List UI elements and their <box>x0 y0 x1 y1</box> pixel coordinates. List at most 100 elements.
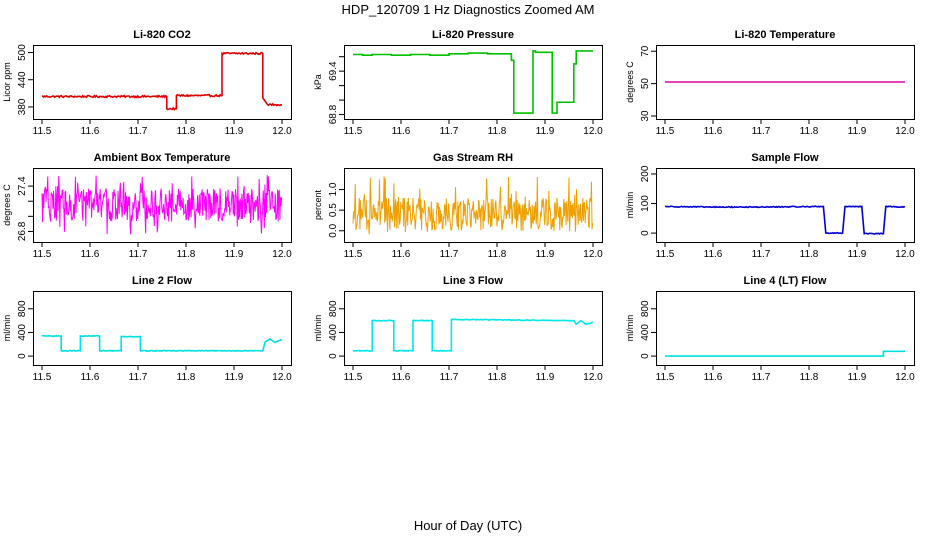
x-tick-label: 11.6 <box>392 249 411 260</box>
x-tick-label: 11.8 <box>488 372 507 383</box>
panel-title: Line 2 Flow <box>132 275 192 287</box>
panel-4: Ambient Box Temperature 11.5 11.6 11.7 11.8 1… <box>2 152 292 260</box>
x-tick-label: 11.6 <box>704 372 723 383</box>
x-tick-label: 11.7 <box>129 372 148 383</box>
y-axis-label: degrees C <box>2 184 12 226</box>
series-line <box>665 350 905 357</box>
x-tick-label: 11.8 <box>800 372 819 383</box>
x-tick-label: 12.0 <box>272 126 292 137</box>
y-tick-label: 68.8 <box>328 104 339 124</box>
y-axis-label: percent <box>313 189 323 220</box>
panel-5: Gas Stream RH 11.5 11.6 11.7 11.8 11.9 12.0 0.0… <box>313 152 603 260</box>
y-tick-label: 400 <box>640 324 651 341</box>
x-tick-label: 12.0 <box>895 126 915 137</box>
panel-title: Line 4 (LT) Flow <box>744 275 827 287</box>
x-tick-label: 11.8 <box>177 249 196 260</box>
series-line <box>353 50 593 114</box>
x-tick-label: 11.9 <box>848 249 867 260</box>
series-line <box>352 176 594 235</box>
plot-frame <box>656 45 915 120</box>
figure-title: HDP_120709 1 Hz Diagnostics Zoomed AM <box>341 2 595 17</box>
y-tick-label: 0 <box>640 353 651 359</box>
x-tick-label: 12.0 <box>583 372 603 383</box>
x-tick-label: 11.7 <box>129 126 148 137</box>
x-tick-label: 11.8 <box>800 249 819 260</box>
plot-frame <box>33 168 292 243</box>
x-tick-label: 11.8 <box>488 249 507 260</box>
x-tick-label: 11.7 <box>752 126 771 137</box>
panel-1: Li-820 CO2 11.5 11.6 11.7 11.8 11.9 12.0 380 440… <box>2 29 292 137</box>
panel-6: Sample Flow 11.5 11.6 11.7 11.8 11.9 12.0 0 100 2… <box>625 152 915 260</box>
y-tick-label: 0 <box>328 353 339 359</box>
x-tick-label: 11.7 <box>440 372 459 383</box>
x-tick-label: 11.9 <box>848 372 867 383</box>
y-tick-label: 50 <box>640 78 651 90</box>
x-tick-label: 12.0 <box>895 249 915 260</box>
x-tick-label: 11.8 <box>488 126 507 137</box>
x-tick-label: 12.0 <box>583 249 603 260</box>
x-tick-label: 11.5 <box>33 126 52 137</box>
y-tick-label: 800 <box>640 300 651 317</box>
x-tick-label: 11.7 <box>440 249 459 260</box>
series-line <box>664 205 906 235</box>
y-tick-label: 26.8 <box>17 221 28 241</box>
x-tick-label: 11.7 <box>440 126 459 137</box>
panel-title: Ambient Box Temperature <box>94 152 231 164</box>
series-line <box>41 334 283 353</box>
x-tick-label: 11.6 <box>704 249 723 260</box>
x-tick-label: 12.0 <box>583 126 603 137</box>
x-tick-label: 12.0 <box>272 249 292 260</box>
panel-2: Li-820 Pressure 11.5 11.6 11.7 11.8 11.9 12.0 6… <box>313 29 603 137</box>
y-axis-label: ml/min <box>2 315 12 342</box>
x-tick-label: 11.5 <box>344 249 363 260</box>
x-tick-label: 11.5 <box>344 126 363 137</box>
panel-title: Li-820 Pressure <box>432 29 514 41</box>
plot-frame <box>656 168 915 243</box>
series-line <box>41 51 283 111</box>
y-tick-label: 0 <box>640 230 651 236</box>
x-tick-label: 12.0 <box>895 372 915 383</box>
y-axis-label: ml/min <box>625 315 635 342</box>
plot-frame <box>344 168 603 243</box>
y-tick-label: 800 <box>328 300 339 317</box>
panel-7: Line 2 Flow 11.5 11.6 11.7 11.8 11.9 12.0 0 400 8… <box>2 275 292 383</box>
x-tick-label: 11.6 <box>392 372 411 383</box>
panel-8: Line 3 Flow 11.5 11.6 11.7 11.8 11.9 12.0 0 400 8… <box>313 275 603 383</box>
x-tick-label: 11.9 <box>536 126 555 137</box>
plot-frame <box>33 45 292 120</box>
panel-title: Sample Flow <box>751 152 819 164</box>
x-tick-label: 11.5 <box>656 249 675 260</box>
x-tick-label: 11.5 <box>33 249 52 260</box>
figure-x-axis-label: Hour of Day (UTC) <box>413 518 523 533</box>
y-axis-label: ml/min <box>313 315 323 342</box>
y-tick-label: 440 <box>17 71 28 88</box>
y-tick-label: 70 <box>640 45 651 57</box>
x-tick-label: 12.0 <box>272 372 292 383</box>
x-tick-label: 11.7 <box>129 249 148 260</box>
panel-title: Gas Stream RH <box>433 152 513 164</box>
series-line <box>41 175 283 235</box>
y-tick-label: 200 <box>640 165 651 182</box>
y-axis-label: kPa <box>313 74 323 90</box>
x-tick-label: 11.9 <box>225 126 244 137</box>
x-tick-label: 11.5 <box>656 126 675 137</box>
y-tick-label: 100 <box>640 195 651 212</box>
x-tick-label: 11.9 <box>225 249 244 260</box>
y-tick-label: 0.0 <box>328 223 339 237</box>
x-tick-label: 11.6 <box>81 372 100 383</box>
x-tick-label: 11.6 <box>392 126 411 137</box>
x-tick-label: 11.8 <box>800 126 819 137</box>
x-tick-label: 11.5 <box>344 372 363 383</box>
x-tick-label: 11.9 <box>225 372 244 383</box>
y-tick-label: 400 <box>328 324 339 341</box>
plot-frame <box>344 291 603 366</box>
panel-title: Line 3 Flow <box>443 275 503 287</box>
x-tick-label: 11.9 <box>536 372 555 383</box>
y-tick-label: 1.0 <box>328 182 339 196</box>
y-tick-label: 380 <box>17 98 28 115</box>
plot-frame <box>344 45 603 120</box>
y-tick-label: 500 <box>17 44 28 61</box>
y-tick-label: 0.5 <box>328 203 339 217</box>
